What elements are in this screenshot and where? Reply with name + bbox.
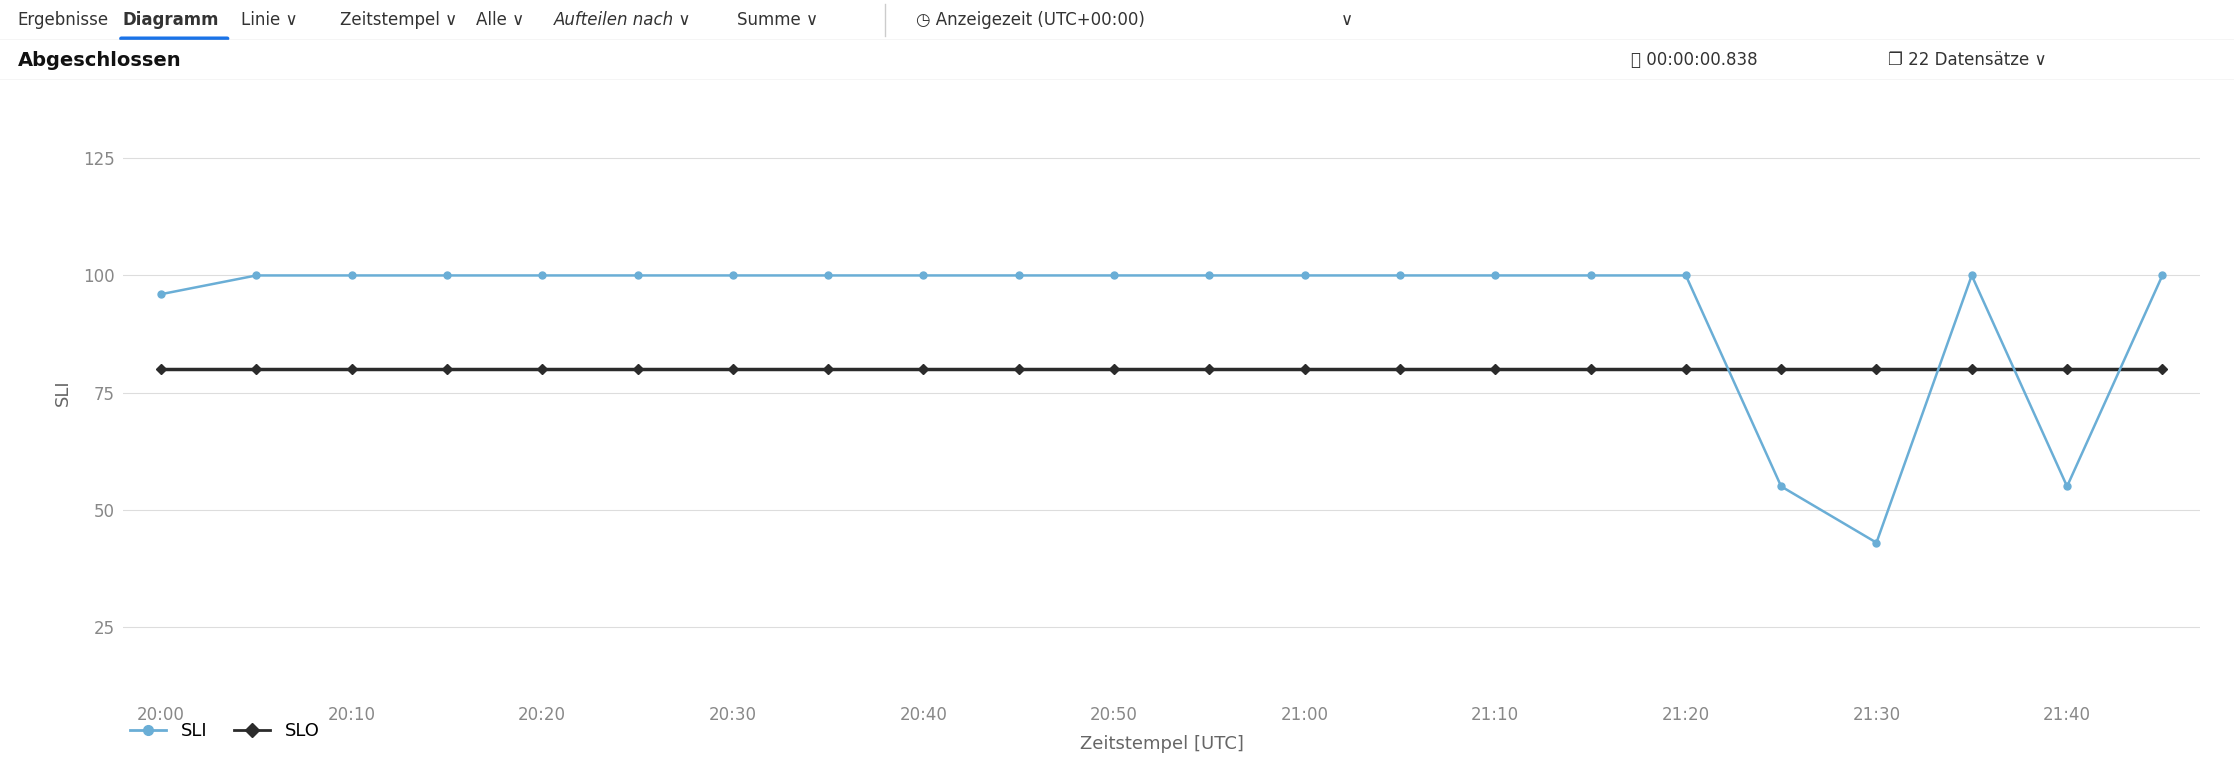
SLO xyxy=(623,365,650,374)
SLI xyxy=(529,271,556,280)
SLO xyxy=(529,365,556,374)
SLI xyxy=(1863,538,1890,547)
Legend: SLI, SLO: SLI, SLO xyxy=(123,716,326,747)
SLO xyxy=(2053,365,2080,374)
SLO xyxy=(909,365,936,374)
SLI xyxy=(1767,482,1794,491)
Text: ⏱ 00:00:00.838: ⏱ 00:00:00.838 xyxy=(1631,52,1758,69)
Text: Aufteilen nach ∨: Aufteilen nach ∨ xyxy=(554,11,693,29)
SLI xyxy=(2053,482,2080,491)
SLI xyxy=(2149,271,2176,280)
Line: SLI: SLI xyxy=(159,272,2165,546)
Text: ❐ 22 Datensätze ∨: ❐ 22 Datensätze ∨ xyxy=(1888,52,2046,69)
SLI xyxy=(1101,271,1128,280)
SLO xyxy=(1195,365,1222,374)
SLO xyxy=(433,365,460,374)
SLI xyxy=(337,271,364,280)
Text: Linie ∨: Linie ∨ xyxy=(241,11,297,29)
Text: Abgeschlossen: Abgeschlossen xyxy=(18,51,181,70)
SLO xyxy=(1101,365,1128,374)
SLI xyxy=(623,271,650,280)
Y-axis label: SLI: SLI xyxy=(54,379,71,406)
SLO xyxy=(147,365,174,374)
SLO xyxy=(719,365,746,374)
Text: Zeitstempel ∨: Zeitstempel ∨ xyxy=(340,11,456,29)
SLO xyxy=(1291,365,1318,374)
SLI xyxy=(433,271,460,280)
X-axis label: Zeitstempel [UTC]: Zeitstempel [UTC] xyxy=(1079,735,1244,753)
SLI xyxy=(1387,271,1414,280)
Line: SLO: SLO xyxy=(159,365,2165,373)
SLI xyxy=(1959,271,1986,280)
Text: Ergebnisse: Ergebnisse xyxy=(18,11,109,29)
SLO xyxy=(1673,365,1700,374)
SLI xyxy=(1577,271,1604,280)
SLO xyxy=(1005,365,1032,374)
SLI xyxy=(1195,271,1222,280)
SLO xyxy=(1387,365,1414,374)
Text: Alle ∨: Alle ∨ xyxy=(476,11,525,29)
SLI xyxy=(719,271,746,280)
SLO xyxy=(244,365,270,374)
Text: ∨: ∨ xyxy=(1340,11,1352,29)
SLO xyxy=(1959,365,1986,374)
SLI xyxy=(1673,271,1700,280)
SLO xyxy=(1481,365,1508,374)
SLI xyxy=(815,271,842,280)
Text: Diagramm: Diagramm xyxy=(123,11,219,29)
SLO xyxy=(1863,365,1890,374)
SLI xyxy=(1481,271,1508,280)
SLO xyxy=(2149,365,2176,374)
Text: ◷ Anzeigezeit (UTC+00:00): ◷ Anzeigezeit (UTC+00:00) xyxy=(916,11,1144,29)
SLO xyxy=(1767,365,1794,374)
Text: Summe ∨: Summe ∨ xyxy=(737,11,818,29)
SLO xyxy=(815,365,842,374)
SLO xyxy=(1577,365,1604,374)
SLI xyxy=(244,271,270,280)
SLI xyxy=(1291,271,1318,280)
SLI xyxy=(909,271,936,280)
SLO xyxy=(337,365,364,374)
SLI xyxy=(1005,271,1032,280)
SLI xyxy=(147,290,174,299)
